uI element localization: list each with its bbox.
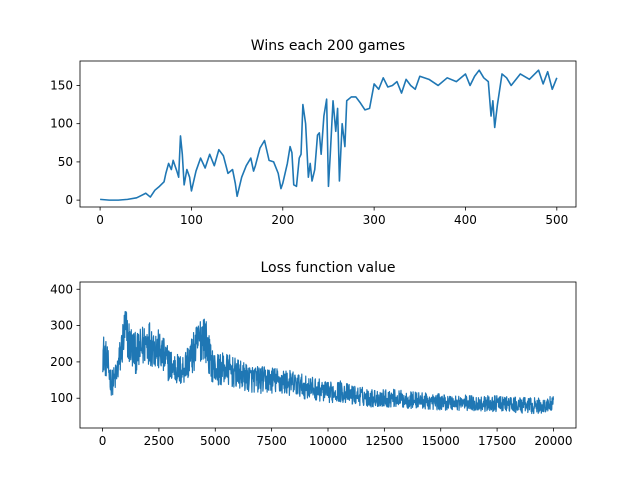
loss-y-tick-label: 400 [50, 282, 73, 296]
wins-x-tick-label: 0 [96, 213, 104, 227]
loss-series-line [101, 311, 555, 415]
wins-series-line [100, 69, 558, 201]
wins-axes-frame [79, 60, 577, 208]
wins-y-tick-label: 150 [50, 78, 73, 92]
loss-x-tick-label: 7500 [256, 434, 287, 448]
wins-x-tick-label: 200 [271, 213, 294, 227]
loss-x-tick-label: 10000 [309, 434, 347, 448]
loss-y-tick-label: 300 [50, 319, 73, 333]
loss-title: Loss function value [260, 260, 395, 276]
wins-x-tick-label: 100 [180, 213, 203, 227]
wins-x-tick-label: 300 [363, 213, 386, 227]
loss-y-tick-label: 200 [50, 355, 73, 369]
loss-x-tick-label: 0 [99, 434, 107, 448]
loss-x-tick-label: 12500 [365, 434, 403, 448]
wins-axes: Wins each 200 games 0 100 200 300 400 500 0 50 1… [50, 38, 577, 227]
wins-y-tick-label: 50 [58, 155, 73, 169]
wins-title: Wins each 200 games [251, 38, 405, 54]
wins-x-tick-label: 500 [545, 213, 568, 227]
loss-x-tick-label: 2500 [144, 434, 175, 448]
loss-x-tick-label: 20000 [534, 434, 572, 448]
loss-y-tick-label: 100 [50, 391, 73, 405]
loss-x-tick-label: 17500 [478, 434, 516, 448]
loss-axes: Loss function value 0 2500 5000 7500 10000 12… [50, 260, 577, 448]
loss-x-tick-label: 5000 [200, 434, 231, 448]
wins-x-tick-label: 400 [454, 213, 477, 227]
wins-y-tick-label: 100 [50, 117, 73, 131]
wins-y-tick-label: 0 [65, 193, 73, 207]
loss-x-tick-label: 15000 [422, 434, 460, 448]
